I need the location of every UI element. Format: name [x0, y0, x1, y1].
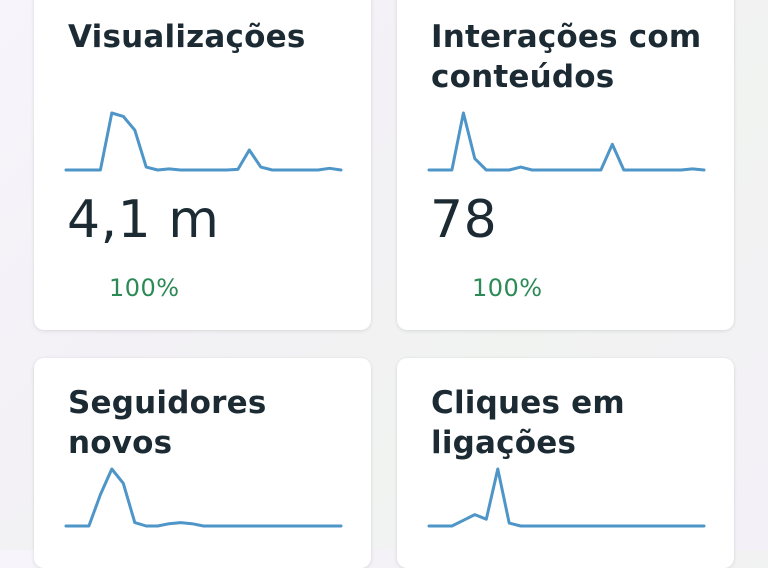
link-clicks-title: Cliques em ligações — [431, 385, 625, 461]
new-followers-card[interactable]: Seguidores novos — [34, 358, 371, 568]
views-card[interactable]: Visualizações 4,1 m 100% — [34, 0, 371, 330]
new-followers-trend-chart — [64, 467, 343, 528]
views-title: Visualizações — [68, 19, 306, 55]
link-clicks-trend-chart — [427, 467, 706, 528]
link-clicks-card[interactable]: Cliques em ligações — [397, 358, 734, 568]
interactions-change: 100% — [472, 274, 543, 302]
views-trend-line — [64, 111, 343, 172]
views-change: 100% — [109, 274, 180, 302]
interactions-trend-chart — [427, 111, 706, 172]
interactions-card[interactable]: Interações com conteúdos 78 100% — [397, 0, 734, 330]
link-clicks-trend-line — [427, 467, 706, 528]
interactions-title: Interações com conteúdos — [431, 19, 702, 95]
new-followers-trend-line — [64, 467, 343, 528]
new-followers-title: Seguidores novos — [68, 385, 267, 461]
interactions-trend-line — [427, 111, 706, 172]
views-value: 4,1 m — [67, 190, 220, 250]
views-trend-chart — [64, 111, 343, 172]
interactions-value: 78 — [430, 190, 498, 250]
